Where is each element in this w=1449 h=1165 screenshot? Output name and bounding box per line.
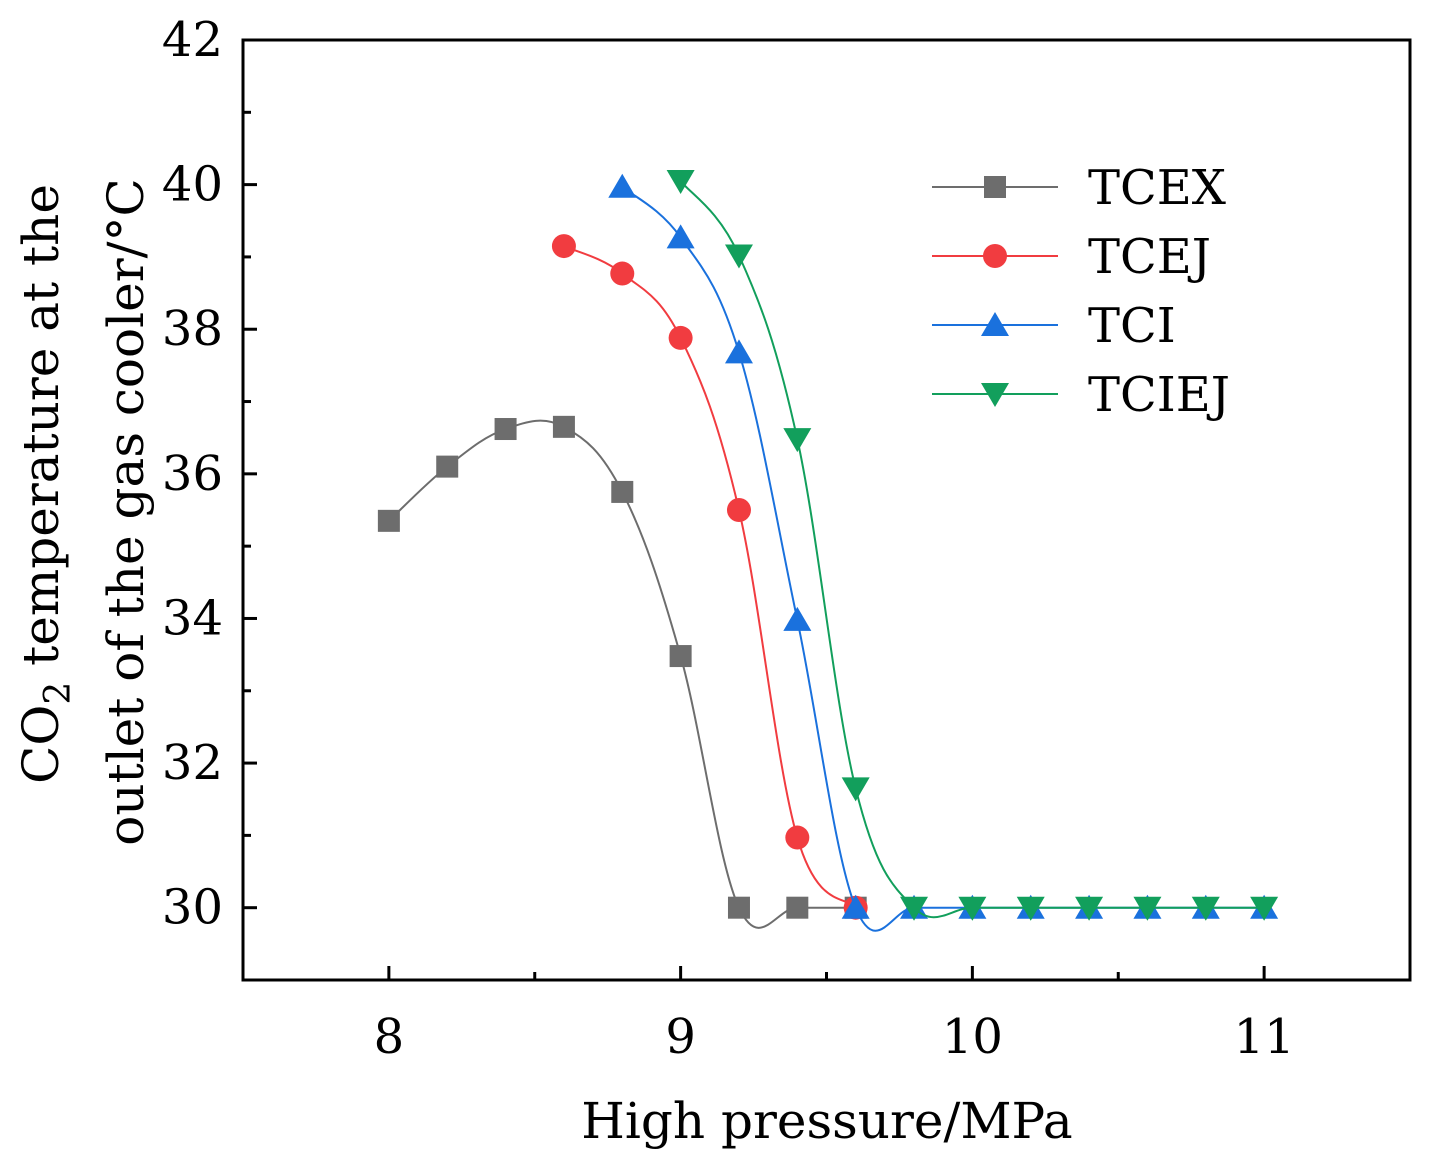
y-tick-label: 38 — [162, 301, 223, 357]
x-axis-title: High pressure/MPa — [581, 1092, 1072, 1150]
data-point-tcej — [785, 825, 810, 850]
data-point-tciej — [1016, 896, 1045, 921]
data-point-tcex — [377, 509, 400, 532]
data-point-tcex — [611, 480, 634, 503]
y-tick-label: 34 — [162, 590, 223, 646]
y-axis-title-line2: outlet of the gas cooler/°C — [97, 178, 155, 845]
data-point-tcej — [551, 234, 576, 259]
data-point-tcex — [786, 896, 809, 919]
data-point-tciej — [1250, 896, 1279, 921]
data-point-tciej — [1133, 896, 1162, 921]
y-axis-title-subscript: 2 — [38, 682, 79, 705]
y-axis-title-co: CO — [12, 705, 70, 784]
series-line-tcej — [563, 245, 857, 909]
series-line-tciej — [679, 180, 1265, 919]
x-tick-label: 10 — [942, 1009, 1003, 1065]
data-point-tcex — [552, 415, 575, 438]
series-tcex — [377, 415, 867, 929]
data-point-tciej — [1075, 896, 1104, 921]
series-tciej — [666, 170, 1279, 921]
legend-item-tcej: TCEJ — [932, 229, 1211, 285]
legend-label: TCEX — [1088, 160, 1226, 216]
y-tick-label: 32 — [162, 735, 223, 791]
legend-label: TCI — [1088, 298, 1176, 354]
y-tick-label: 42 — [162, 12, 223, 68]
series-tci — [608, 173, 1279, 932]
data-point-tcej — [726, 498, 751, 522]
x-tick-label: 8 — [374, 1009, 405, 1065]
data-point-tciej — [724, 244, 753, 269]
data-point-tci — [666, 224, 695, 249]
legend-label: TCIEJ — [1088, 367, 1230, 423]
series-line-tcex — [388, 419, 856, 929]
y-axis-title-rest: temperature at the — [12, 184, 70, 682]
data-point-tciej — [666, 170, 695, 194]
data-point-tcex — [494, 418, 517, 441]
y-tick-label: 36 — [162, 446, 223, 502]
legend-marker — [981, 383, 1009, 407]
data-point-tci — [783, 606, 812, 631]
legend-marker — [981, 312, 1009, 336]
data-point-tci — [608, 173, 637, 198]
legend-marker — [983, 244, 1007, 268]
legend-marker — [984, 176, 1006, 198]
x-tick-label: 11 — [1234, 1009, 1295, 1065]
y-tick-label: 40 — [162, 157, 223, 213]
data-point-tcex — [727, 896, 750, 919]
data-point-tcex — [436, 455, 459, 478]
data-point-tci — [841, 894, 870, 919]
y-axis-title-line1: CO2 temperature at the — [12, 184, 79, 784]
legend-item-tciej: TCIEJ — [932, 367, 1230, 423]
data-point-tciej — [1191, 896, 1220, 921]
legend-item-tci: TCI — [932, 298, 1176, 354]
data-point-tciej — [958, 896, 987, 921]
legend-label: TCEJ — [1088, 229, 1211, 285]
data-point-tciej — [900, 896, 929, 921]
data-point-tciej — [841, 777, 870, 802]
x-tick-label: 9 — [665, 1009, 696, 1065]
plot-frame — [241, 38, 1412, 982]
data-point-tcej — [668, 325, 693, 350]
data-point-tcex — [669, 645, 692, 668]
legend-item-tcex: TCEX — [932, 160, 1226, 216]
y-tick-label: 30 — [162, 880, 223, 936]
data-point-tci — [724, 339, 753, 364]
data-point-tcej — [610, 261, 635, 286]
data-point-tciej — [783, 428, 812, 453]
